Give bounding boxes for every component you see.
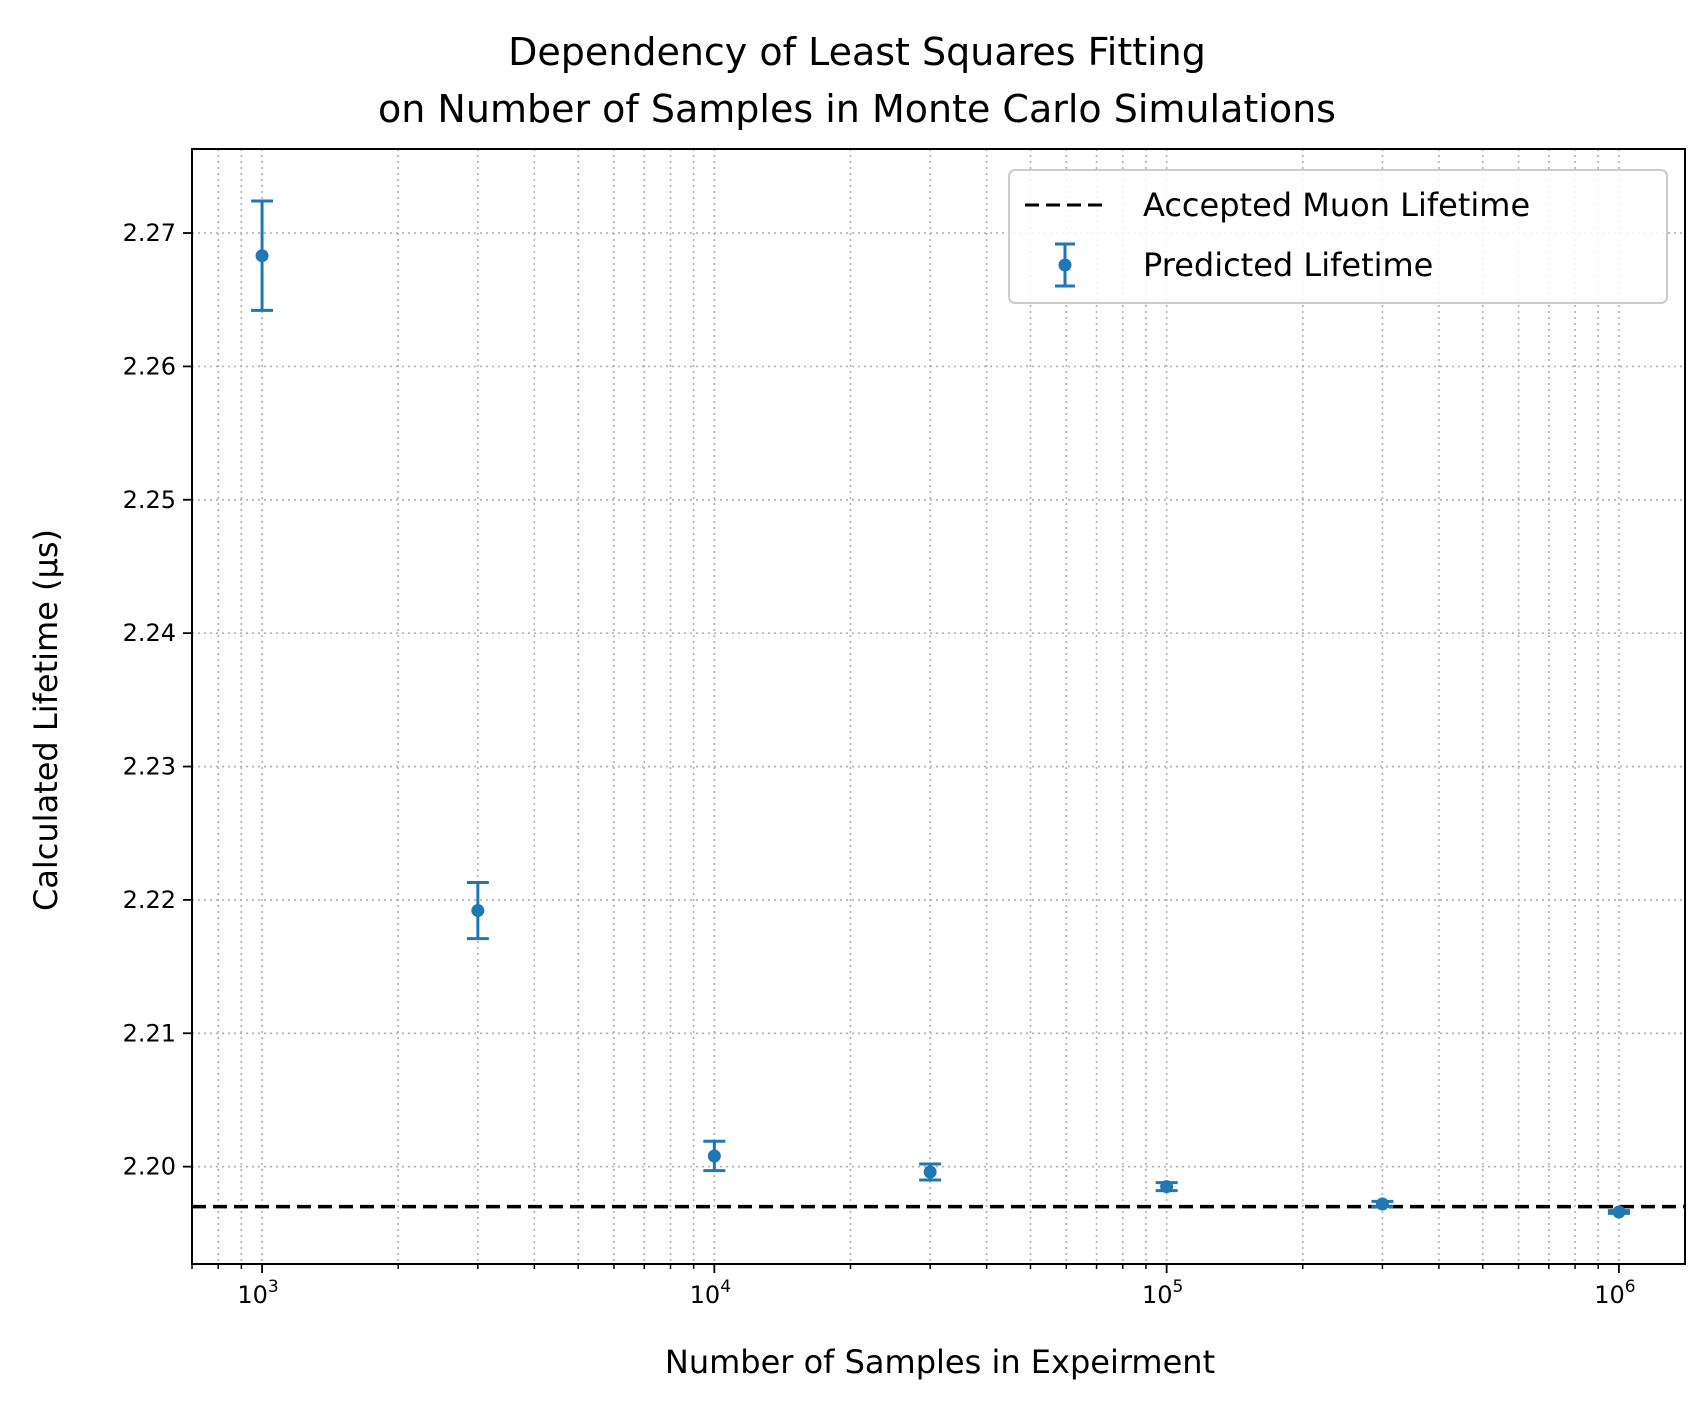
y-tick-label: 2.23 — [123, 753, 176, 781]
y-tick-label: 2.20 — [123, 1153, 176, 1181]
x-tick-label: 104 — [690, 1277, 731, 1309]
legend: Accepted Muon Lifetime Predicted Lifetim… — [1008, 169, 1668, 304]
data-point — [1612, 1205, 1626, 1219]
y-tick-label: 2.25 — [123, 486, 176, 514]
data-point — [1375, 1197, 1389, 1211]
legend-predicted-lifetime-swatch — [1055, 242, 1075, 288]
x-tick-label: 105 — [1142, 1277, 1183, 1309]
y-axis-label: Calculated Lifetime (μs) — [27, 529, 65, 911]
data-point — [707, 1149, 721, 1163]
x-tick-label: 106 — [1594, 1277, 1635, 1309]
plot-frame — [191, 148, 1686, 1265]
data-series — [251, 199, 1630, 1219]
legend-accepted-lifetime-label: Accepted Muon Lifetime — [1143, 186, 1530, 224]
x-tick-label: 103 — [237, 1277, 278, 1309]
x-axis-ticks: 103 104 105 106 — [191, 1264, 1636, 1309]
y-tick-label: 2.26 — [123, 352, 176, 380]
data-point — [1160, 1180, 1174, 1194]
data-point — [255, 249, 269, 263]
data-point — [471, 904, 485, 918]
x-axis-label: Number of Samples in Expeirment — [665, 1343, 1215, 1381]
y-tick-label: 2.24 — [123, 619, 176, 647]
chart-title-line-2: on Number of Samples in Monte Carlo Simu… — [378, 87, 1336, 131]
legend-predicted-lifetime-label: Predicted Lifetime — [1143, 246, 1433, 284]
legend-box — [1008, 169, 1668, 304]
y-tick-label: 2.22 — [123, 886, 176, 914]
chart-title-line-1: Dependency of Least Squares Fitting — [508, 30, 1206, 74]
y-tick-label: 2.21 — [123, 1019, 176, 1047]
y-tick-label: 2.27 — [123, 219, 176, 247]
data-point — [923, 1165, 937, 1179]
y-axis-ticks: 2.20 2.21 2.22 2.23 2.24 2.25 2.26 2.27 — [123, 219, 192, 1181]
